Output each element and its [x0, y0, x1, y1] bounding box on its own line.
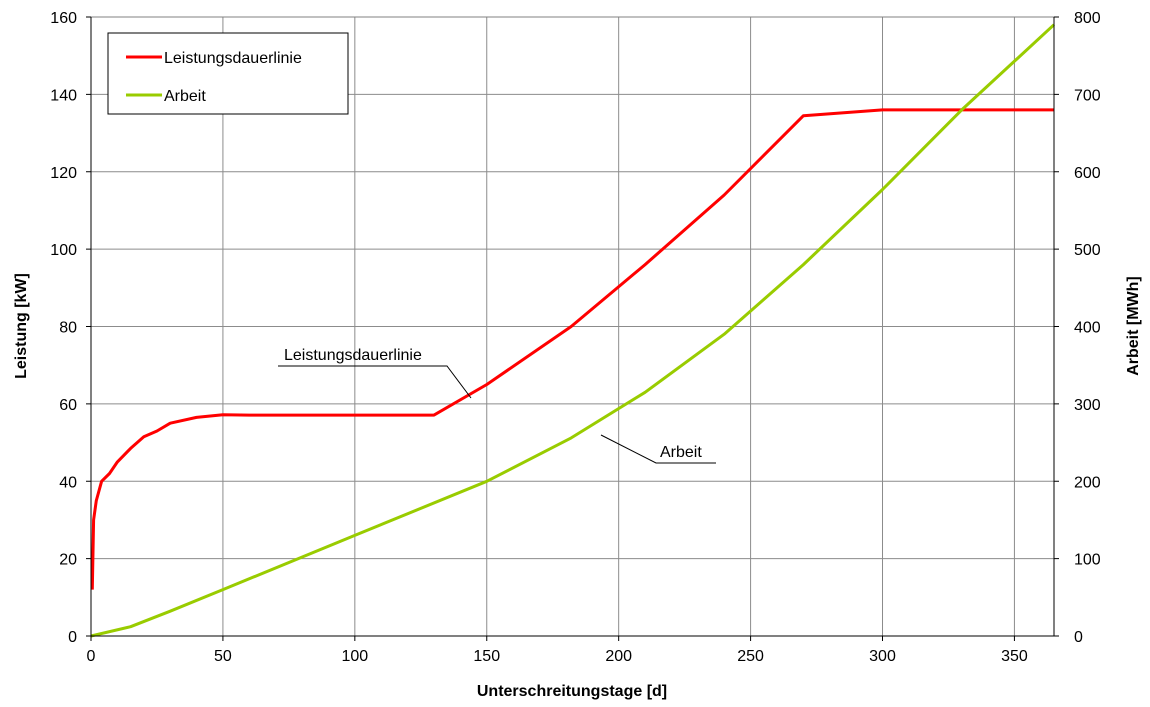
y2-tick-label: 500 [1074, 242, 1101, 259]
y-tick-label: 0 [68, 629, 77, 646]
annotation-leistungsdauerlinie: Leistungsdauerlinie [284, 347, 422, 364]
y2-tick-label: 800 [1074, 10, 1101, 27]
series-layer [91, 25, 1054, 636]
y2-tick-label: 0 [1074, 629, 1083, 646]
y2-tick-label: 600 [1074, 165, 1101, 182]
x-tick-label: 300 [869, 648, 896, 665]
x-tick-label: 250 [737, 648, 764, 665]
x-tick-label: 0 [87, 648, 96, 665]
x-tick-label: 100 [341, 648, 368, 665]
y-tick-label: 120 [50, 165, 77, 182]
annotations: Leistungsdauerlinie Arbeit [278, 347, 716, 463]
y2-axis-title: Arbeit [MWh] [1125, 276, 1142, 376]
y2-tick-label: 300 [1074, 397, 1101, 414]
legend-box [108, 33, 348, 114]
x-tick-label: 200 [605, 648, 632, 665]
y-tick-label: 100 [50, 242, 77, 259]
y-tick-label: 140 [50, 87, 77, 104]
y-tick-label: 20 [59, 552, 77, 569]
y2-tick-label: 400 [1074, 320, 1101, 337]
series-line-arbeit [91, 25, 1054, 636]
y-tick-label: 40 [59, 474, 77, 491]
legend-label-arbeit: Arbeit [164, 88, 206, 105]
y-tick-label: 60 [59, 397, 77, 414]
y2-tick-label: 100 [1074, 552, 1101, 569]
x-tick-label: 150 [473, 648, 500, 665]
y-tick-label: 160 [50, 10, 77, 27]
y-tick-label: 80 [59, 320, 77, 337]
y2-tick-label: 200 [1074, 474, 1101, 491]
x-axis-title: Unterschreitungstage [d] [477, 683, 667, 700]
annotation-leader-leistungsdauerlinie [278, 366, 471, 398]
x-tick-label: 50 [214, 648, 232, 665]
annotation-arbeit: Arbeit [660, 444, 702, 461]
legend: Leistungsdauerlinie Arbeit [108, 33, 348, 114]
y2-tick-label: 700 [1074, 87, 1101, 104]
legend-label-leistungsdauerlinie: Leistungsdauerlinie [164, 50, 302, 67]
series-line-leistungsdauerlinie [92, 110, 1054, 590]
x-tick-label: 350 [1001, 648, 1028, 665]
y-axis-title: Leistung [kW] [13, 273, 30, 379]
